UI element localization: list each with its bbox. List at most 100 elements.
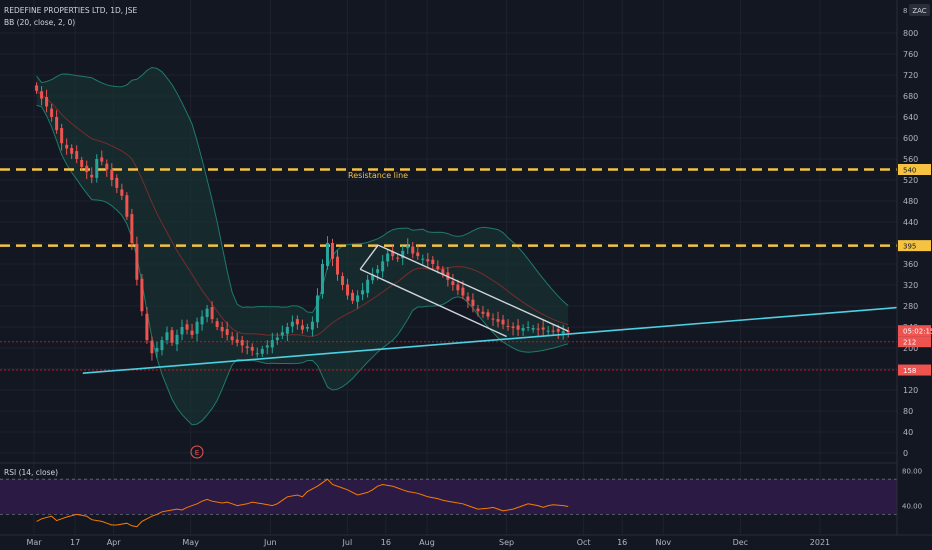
currency-badge[interactable]: 8 ZAC (903, 4, 930, 16)
candle-body (346, 284, 350, 296)
candle-body (215, 321, 219, 327)
candle-body (250, 346, 254, 351)
candle-body (140, 278, 144, 312)
candle-body (491, 318, 495, 320)
candle-body (150, 340, 154, 354)
candle-body (220, 327, 224, 332)
earnings-marker[interactable]: E (190, 445, 204, 459)
price-label-box (898, 336, 931, 348)
candle-body (175, 334, 179, 345)
price-tick-label: 40 (903, 428, 913, 437)
candle-body (330, 243, 334, 259)
symbol-title[interactable]: REDEFINE PROPERTIES LTD, 1D, JSE (4, 6, 138, 15)
time-tick-label: May (182, 538, 199, 547)
candle-body (65, 144, 69, 149)
price-tick-label: 440 (903, 218, 918, 227)
trend-line[interactable] (82, 306, 898, 374)
resistance-lines[interactable] (0, 168, 897, 247)
price-label-box (898, 164, 931, 175)
channel-line[interactable] (377, 244, 569, 332)
candle-body (170, 330, 174, 343)
bollinger-basis (36, 90, 569, 337)
rsi-band (0, 479, 897, 515)
candle-body (60, 128, 64, 144)
candle-body (245, 346, 249, 348)
candle-body (90, 174, 94, 178)
candle-body (371, 274, 375, 281)
bollinger-upper-band (36, 66, 569, 314)
candle-body (526, 327, 530, 328)
candle-body (556, 329, 560, 332)
time-tick-label: Aug (419, 538, 435, 547)
candle-body (130, 214, 134, 243)
candle-body (436, 266, 440, 270)
candle-body (165, 332, 169, 341)
time-axis-ticks[interactable]: Mar 17 Apr May Jun Jul 16 Aug Sep Oct 16 Nov Dec 2021 (26, 538, 830, 547)
rsi-line (36, 478, 569, 528)
time-tick-label: 16 (617, 538, 627, 547)
bb-indicator-label[interactable]: BB (20, close, 2, 0) (4, 18, 75, 27)
candle-body (401, 250, 405, 259)
candle-body (305, 327, 309, 329)
candle-body (210, 307, 214, 320)
price-label: 158 (903, 367, 916, 375)
channel-line[interactable] (359, 268, 507, 338)
candle-body (336, 256, 340, 275)
candle-body (190, 330, 194, 335)
candle-body (35, 85, 39, 91)
candle-body (506, 325, 510, 327)
candle-body (466, 296, 470, 301)
price-tick-label: 0 (903, 449, 908, 458)
time-tick-label: Mar (26, 538, 42, 547)
time-tick-label: 16 (381, 538, 391, 547)
candle-body (501, 319, 505, 325)
time-tick-label: 17 (70, 538, 80, 547)
candle-body (521, 328, 525, 331)
candle-body (40, 91, 44, 99)
price-tick-label: 200 (903, 344, 918, 353)
candle-body (386, 253, 390, 262)
currency-label: ZAC (912, 7, 926, 15)
price-label-box (898, 364, 931, 376)
candle-body (70, 147, 74, 154)
candle-body (461, 287, 465, 296)
candle-body (351, 292, 355, 301)
candle-body (516, 325, 520, 330)
rsi-indicator-label[interactable]: RSI (14, close) (4, 468, 58, 477)
bollinger-band-fill (36, 67, 569, 425)
candle-body (391, 251, 395, 257)
candle-body (451, 281, 455, 285)
candle-body (381, 261, 385, 272)
time-tick-label: Jul (342, 538, 353, 547)
channel-edge[interactable] (359, 244, 379, 270)
price-label-box (898, 325, 931, 337)
candle-body (551, 330, 555, 332)
time-tick-label: Nov (655, 538, 671, 547)
axis-top-label: 8 (903, 7, 907, 15)
descending-channel[interactable] (359, 244, 569, 338)
price-label: 212 (903, 339, 916, 347)
candle-body (280, 332, 284, 336)
price-label: 05:02:15 (903, 328, 932, 336)
candle-body (511, 326, 515, 329)
time-tick-label: Jun (263, 538, 277, 547)
price-label: 540 (903, 167, 916, 175)
candle-body (270, 340, 274, 348)
candle-body (120, 189, 124, 196)
bollinger-lower-band (36, 104, 569, 426)
candle-body (361, 290, 365, 295)
candle-body (275, 337, 279, 341)
candle-body (230, 336, 234, 341)
price-tick-label: 80 (903, 407, 913, 416)
candle-body (125, 195, 129, 217)
candle-body (260, 349, 264, 354)
resistance-annotation[interactable]: Resistance line (348, 171, 408, 180)
price-label-box (898, 240, 931, 252)
rsi-axis-ticks: 80.00 40.00 (902, 467, 922, 510)
candle-body (531, 328, 535, 330)
candlesticks[interactable] (35, 82, 570, 361)
price-tick-label: 600 (903, 134, 918, 143)
candle-body (561, 331, 565, 334)
